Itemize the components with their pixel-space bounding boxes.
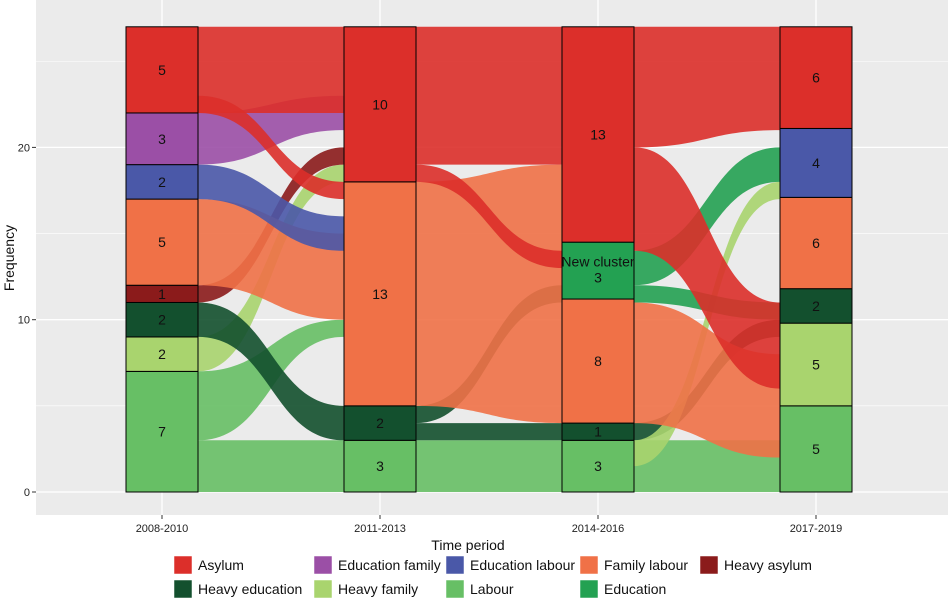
segment-value-label: 6: [812, 235, 820, 251]
segment-value-label: 3: [594, 458, 602, 474]
x-tick-label: 2017-2019: [790, 523, 843, 535]
stack-segment-heavy_education: [343, 405, 417, 441]
segment-value-label: 10: [372, 96, 388, 112]
flow-family_labour: [416, 164, 562, 424]
stack-segment-labour: [779, 405, 853, 493]
segment-value-label: 3: [376, 458, 384, 474]
x-axis-title: Time period: [431, 537, 504, 553]
legend-label: Labour: [470, 581, 514, 597]
legend-label: Education labour: [470, 557, 575, 573]
legend-label: Heavy education: [198, 581, 302, 597]
legend-swatch: [173, 555, 193, 575]
stack-segment-asylum: [561, 26, 635, 243]
legend-swatch: [579, 579, 599, 599]
stack-segment-labour: [561, 439, 635, 493]
segment-value-label: 5: [812, 356, 820, 372]
y-axis: 0 10 20: [18, 142, 36, 499]
stack-segment-heavy_education: [125, 301, 199, 338]
flow-heavy_education: [416, 423, 562, 441]
legend-swatch: [173, 579, 193, 599]
legend-swatch: [445, 555, 465, 575]
flow-labour: [416, 440, 562, 492]
stack-segment-heavy_family: [125, 336, 199, 372]
flow-asylum: [416, 164, 562, 269]
stack-segment-heavy_education: [779, 288, 853, 324]
segment-value-label: 2: [158, 346, 166, 362]
stack-segment-educ_family: [125, 112, 199, 166]
stack-segment-new_cluster: [561, 241, 635, 300]
y-tick-label: 0: [24, 487, 30, 499]
segment-value-label: 4: [812, 155, 820, 171]
legend-label: Family labour: [604, 557, 688, 573]
segment-value-label: 2: [158, 312, 166, 328]
stack-segment-asylum: [343, 26, 417, 183]
flow-asylum: [198, 26, 344, 113]
legend-label: Education family: [338, 557, 441, 573]
segment-value-label: 7: [158, 424, 166, 440]
stack-segment-family_labour: [125, 198, 199, 286]
segment-value-label: 1: [158, 286, 166, 302]
segment-value-label: 5: [158, 62, 166, 78]
flow-heavy_family: [634, 181, 780, 467]
legend-label: Asylum: [198, 557, 244, 573]
stack-segment-family_labour: [561, 298, 635, 424]
flow-asylum: [634, 147, 780, 389]
flow-asylum: [416, 26, 562, 165]
segment-value-label: 2: [376, 415, 384, 431]
flow-heavy_education: [198, 302, 344, 441]
legend-swatch: [579, 555, 599, 575]
segment-value-label: 2: [812, 298, 820, 314]
legend-swatch: [445, 579, 465, 599]
legend-swatch: [699, 555, 719, 575]
flow-educ_labour: [198, 164, 344, 251]
flows: [198, 26, 780, 492]
segment-value-label: 3: [594, 270, 602, 286]
stack-segment-family_labour: [343, 181, 417, 407]
legend-label: Heavy family: [338, 581, 418, 597]
flow-family_labour: [198, 199, 344, 320]
stack-segment-asylum: [779, 26, 853, 129]
x-tick-label: 2011-2013: [354, 523, 406, 535]
segment-value-label: 8: [594, 353, 602, 369]
y-tick-label: 20: [18, 142, 30, 154]
y-tick-label: 10: [18, 315, 30, 327]
stack-segment-labour: [125, 370, 199, 493]
segment-value-label: 6: [812, 70, 820, 86]
segment-value-label: 1: [594, 424, 602, 440]
legend-label: Heavy asylum: [724, 557, 812, 573]
flow-family_labour: [634, 302, 780, 458]
stack-segment-asylum: [125, 26, 199, 114]
stack-segment-family_labour: [779, 196, 853, 290]
segment-cluster-label: New cluster: [561, 254, 634, 270]
stack-segment-labour: [343, 439, 417, 493]
stack-segment-heavy_family: [779, 322, 853, 407]
segment-value-label: 5: [158, 234, 166, 250]
segment-value-label: 2: [158, 174, 166, 190]
x-tick-label: 2008-2010: [136, 523, 189, 535]
segment-value-label: 13: [590, 126, 606, 142]
legend-swatch: [313, 579, 333, 599]
y-axis-title: Frequency: [1, 225, 17, 291]
segment-value-label: 3: [158, 131, 166, 147]
stack-segment-educ_labour: [125, 164, 199, 200]
flow-labour: [198, 440, 344, 492]
legend: Asylum Education family Education labour Fa…: [173, 555, 812, 599]
x-axis: 2008-2010 2011-2013 2014-2016 2017-2019: [136, 515, 843, 535]
flow-asylum: [198, 95, 344, 200]
x-tick-label: 2014-2016: [572, 523, 625, 535]
stack-segment-educ_labour: [779, 127, 853, 198]
segment-value-label: 5: [812, 441, 820, 457]
flow-asylum: [634, 26, 780, 148]
legend-label: Education: [604, 581, 666, 597]
segment-value-label: 13: [372, 286, 388, 302]
legend-swatch: [313, 555, 333, 575]
